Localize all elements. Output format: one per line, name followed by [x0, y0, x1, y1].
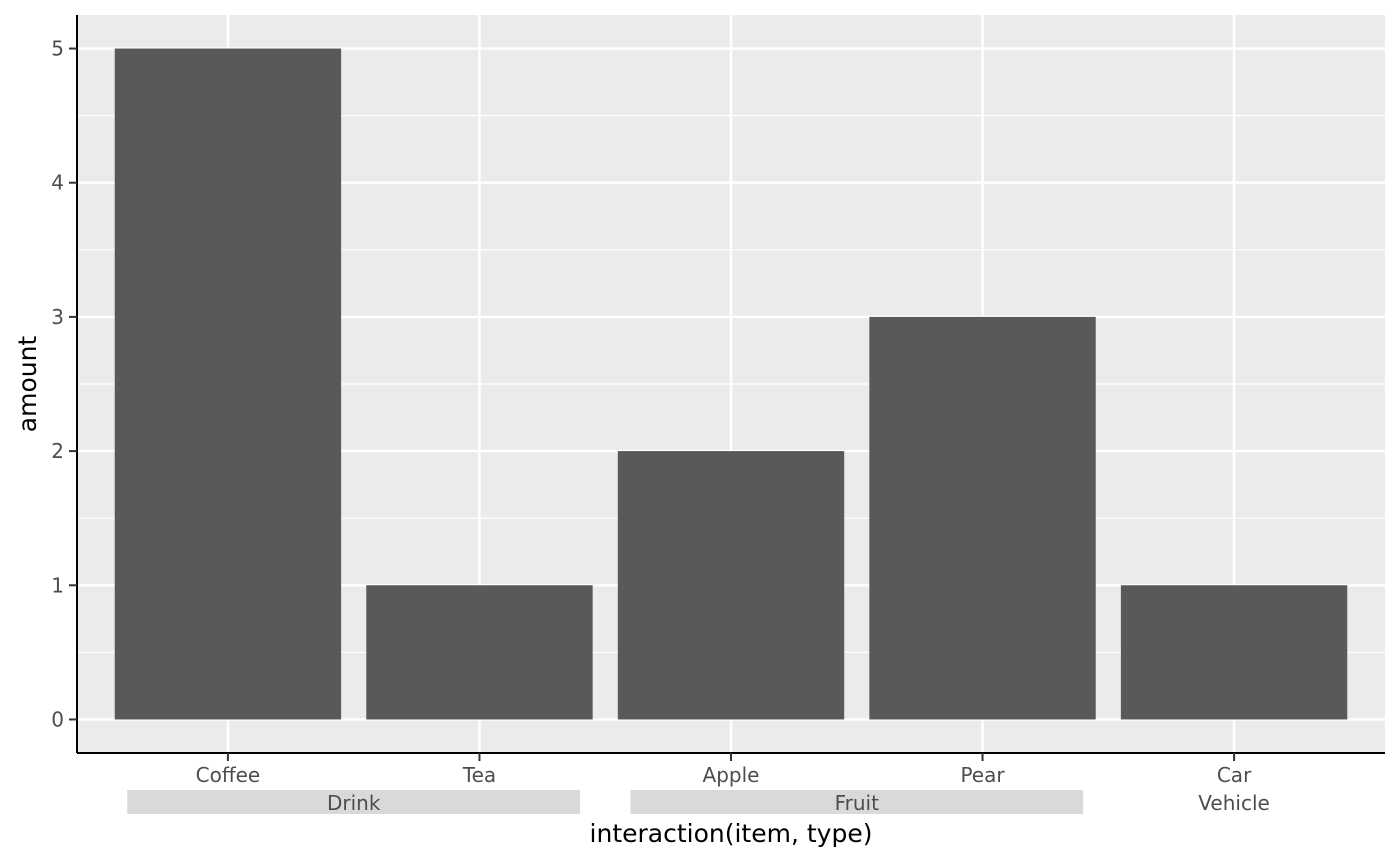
group-strip-fruit — [630, 790, 1084, 814]
y-tick-label: 1 — [51, 573, 64, 597]
y-axis-title: amount — [13, 336, 42, 433]
bar-coffee — [114, 48, 342, 720]
x-tick-label: Coffee — [196, 763, 261, 787]
group-label-vehicle: Vehicle — [1198, 791, 1270, 815]
x-tick-label: Apple — [703, 763, 760, 787]
group-strip-drink — [127, 790, 581, 814]
bars — [114, 48, 1348, 720]
x-axis-title: interaction(item, type) — [590, 819, 873, 848]
y-tick-label: 5 — [51, 37, 64, 61]
bar-tea — [366, 585, 593, 720]
x-axis-ticks: Coffee Tea Apple Pear Car — [196, 753, 1252, 787]
y-tick-label: 3 — [51, 305, 64, 329]
y-tick-label: 2 — [51, 439, 64, 463]
x-tick-label: Tea — [462, 763, 496, 787]
bar-pear — [869, 316, 1096, 720]
bar-car — [1120, 585, 1348, 720]
y-tick-label: 4 — [51, 171, 64, 195]
y-axis-ticks: 0 1 2 3 4 5 — [51, 37, 77, 731]
x-axis-groups: Drink Fruit Vehicle — [127, 790, 1270, 815]
bar-apple — [617, 451, 845, 720]
group-label-drink: Drink — [327, 791, 381, 815]
group-label-fruit: Fruit — [835, 791, 880, 815]
y-tick-label: 0 — [51, 707, 64, 731]
x-tick-label: Pear — [960, 763, 1005, 787]
x-tick-label: Car — [1217, 763, 1252, 787]
